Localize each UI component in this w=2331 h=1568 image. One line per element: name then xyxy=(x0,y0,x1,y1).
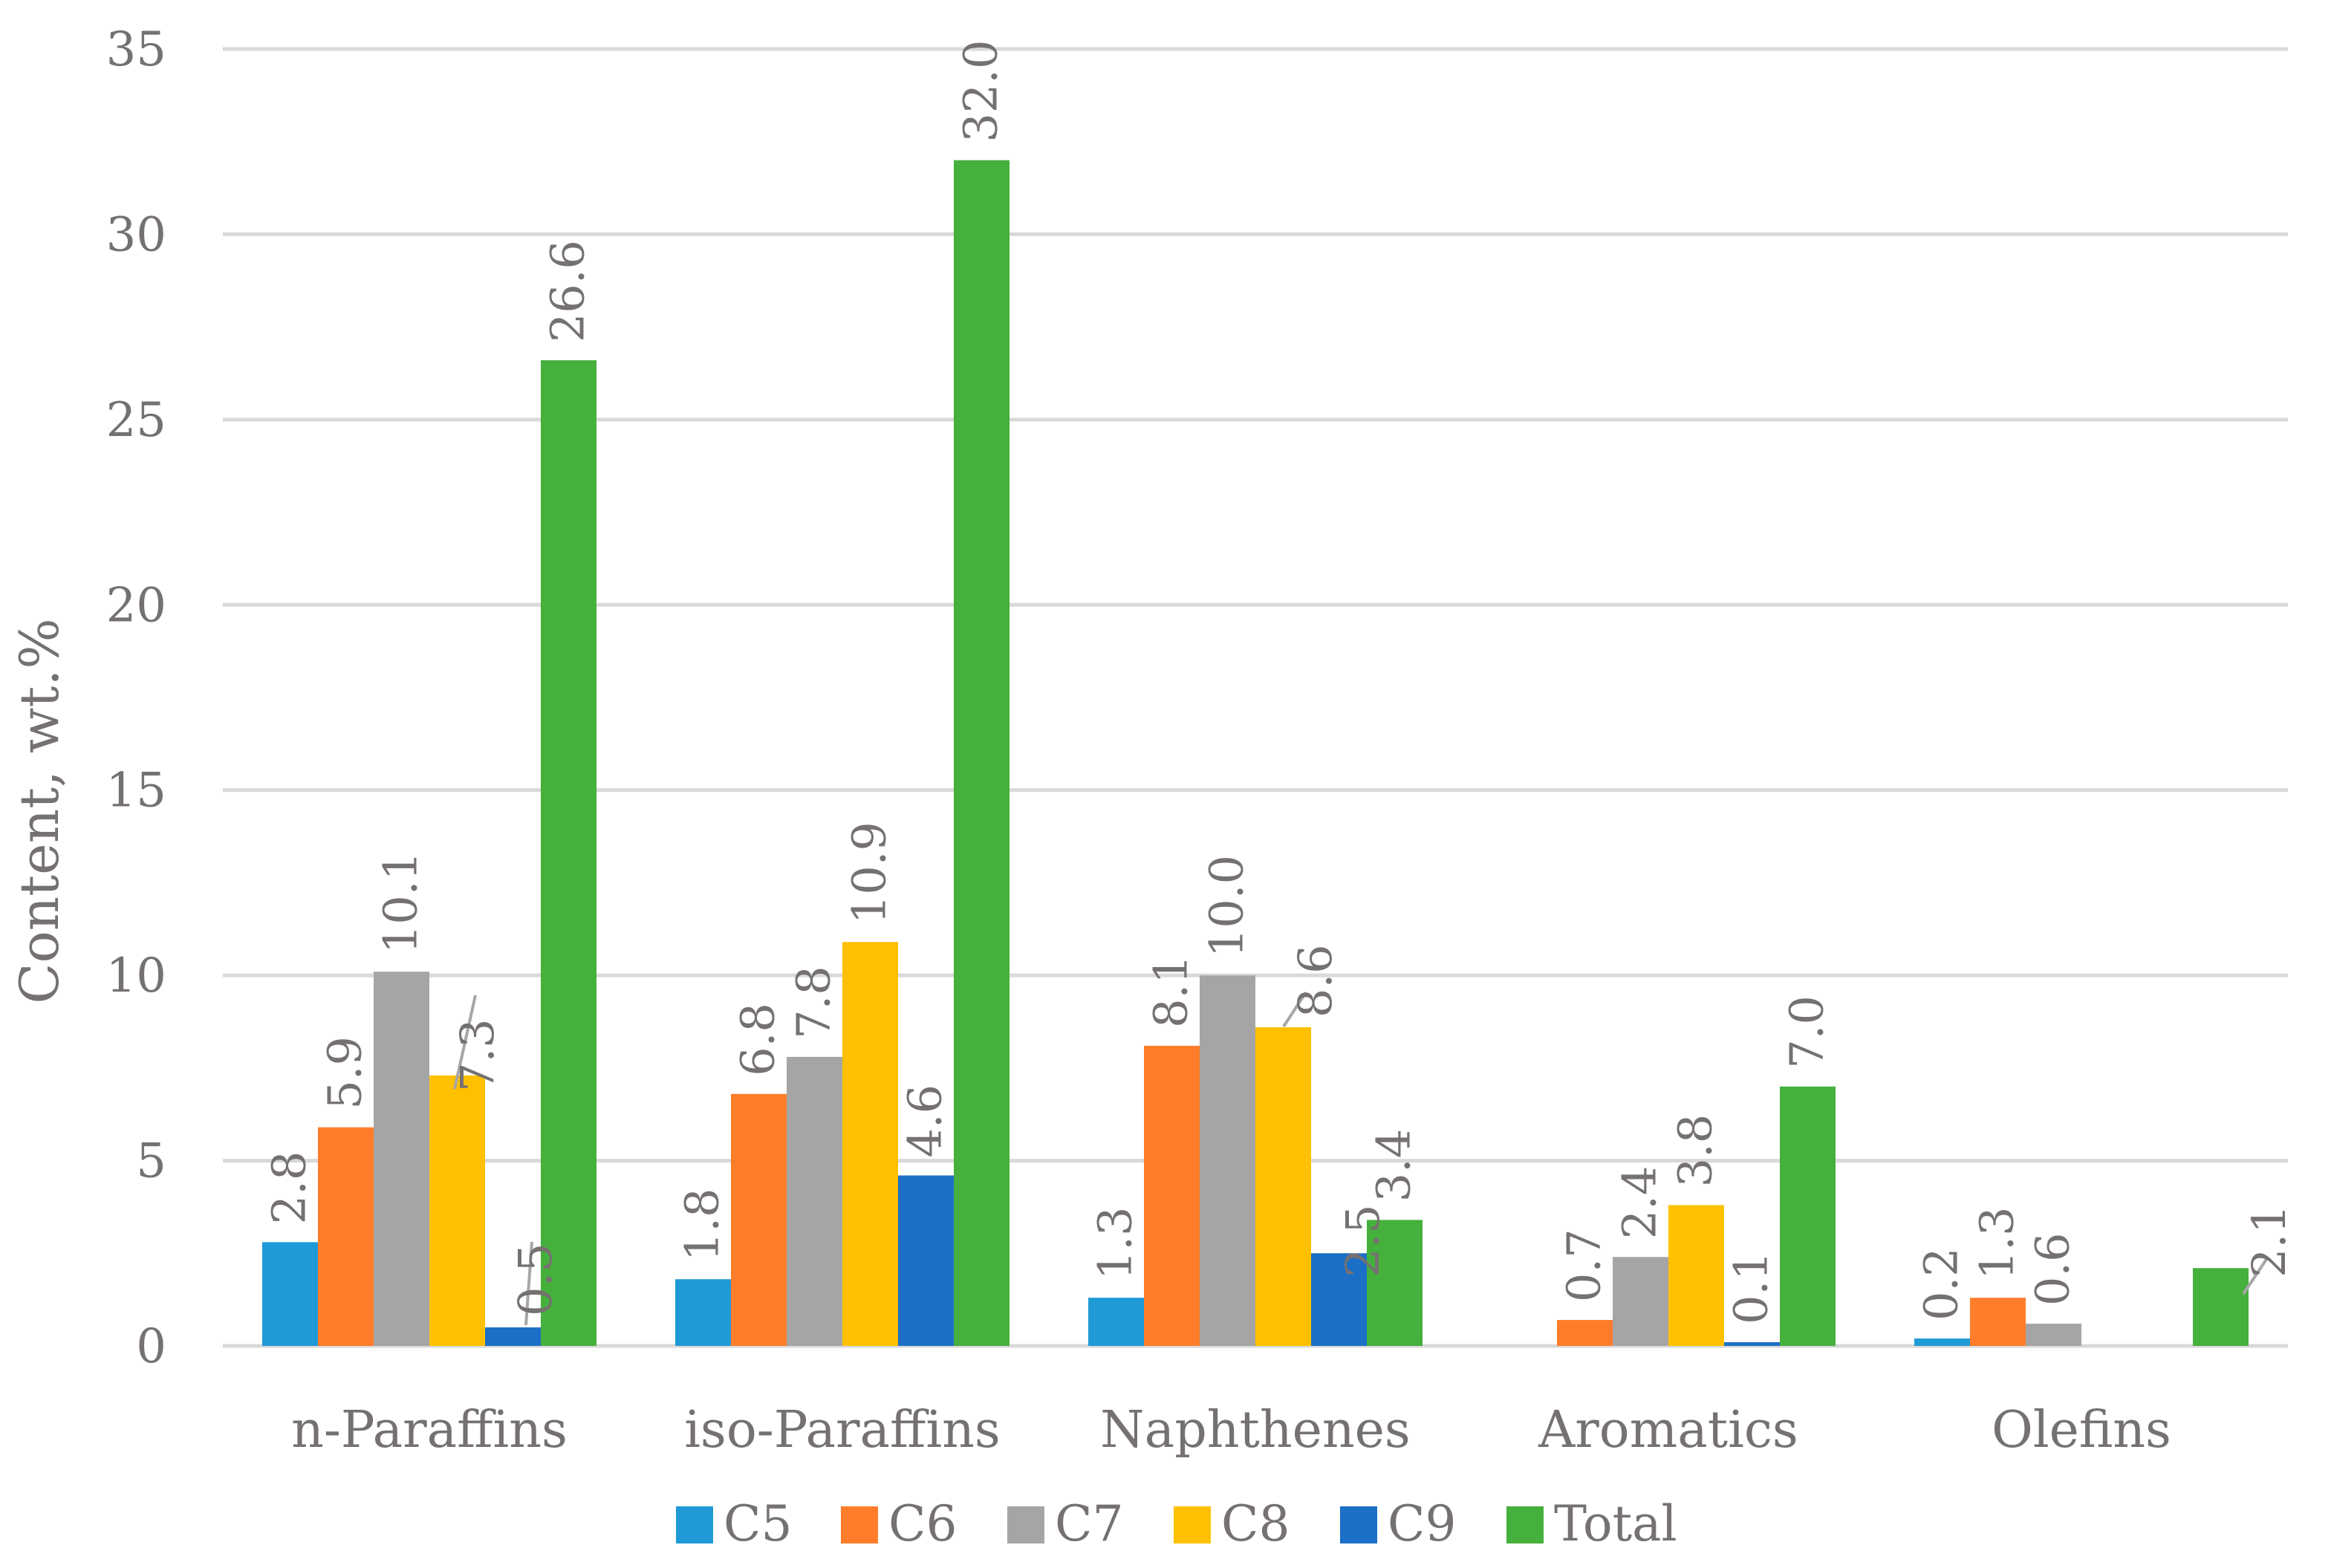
data-label: 10.0 xyxy=(1200,855,1254,957)
data-label: 3.4 xyxy=(1367,1129,1421,1203)
bar-c6-4 xyxy=(1970,1298,2026,1346)
legend-swatch-c6 xyxy=(841,1506,878,1543)
data-label: 5.9 xyxy=(318,1036,372,1110)
bar-total-2 xyxy=(1367,1220,1423,1346)
bar-c7-2 xyxy=(1200,975,1255,1346)
bar-total-3 xyxy=(1780,1086,1836,1346)
data-label: 7.8 xyxy=(787,966,841,1039)
data-label: 0.2 xyxy=(1914,1247,1968,1321)
bar-total-0 xyxy=(541,360,596,1346)
legend-label-c7: C7 xyxy=(1055,1495,1124,1552)
data-label: 8.1 xyxy=(1144,954,1198,1028)
data-label: 4.6 xyxy=(898,1084,952,1158)
data-label: 8.6 xyxy=(1288,944,1342,1018)
bar-c7-0 xyxy=(374,972,429,1346)
bar-c5-1 xyxy=(675,1279,731,1346)
bar-c6-3 xyxy=(1557,1320,1613,1346)
leader-line xyxy=(524,1241,533,1326)
bar-c9-1 xyxy=(898,1175,954,1346)
legend-swatch-c8 xyxy=(1174,1506,1211,1543)
bar-c7-4 xyxy=(2026,1324,2081,1346)
legend-label-c8: C8 xyxy=(1221,1495,1290,1552)
data-label: 1.8 xyxy=(675,1188,729,1262)
bar-c8-2 xyxy=(1255,1027,1311,1346)
bar-c6-1 xyxy=(731,1093,787,1346)
y-tick-label: 35 xyxy=(106,22,166,77)
bar-c6-2 xyxy=(1144,1045,1200,1346)
y-tick-label: 5 xyxy=(136,1134,166,1189)
legend-label-c9: C9 xyxy=(1388,1495,1457,1552)
data-label: 0.7 xyxy=(1557,1229,1611,1302)
bar-c5-4 xyxy=(1914,1338,1970,1346)
data-label: 2.4 xyxy=(1613,1166,1667,1240)
data-label: 6.8 xyxy=(731,1003,785,1076)
bar-c9-3 xyxy=(1724,1342,1780,1346)
bar-total-4 xyxy=(2193,1268,2249,1346)
data-label: 7.3 xyxy=(450,1018,504,1092)
y-tick-label: 30 xyxy=(106,207,166,262)
data-label: 1.3 xyxy=(1970,1207,2024,1281)
bar-c5-2 xyxy=(1088,1298,1144,1346)
data-label: 1.3 xyxy=(1088,1207,1142,1281)
x-tick-label: Naphthenes xyxy=(1100,1401,1411,1460)
y-tick-label: 15 xyxy=(106,764,166,819)
legend-swatch-c9 xyxy=(1340,1506,1377,1543)
x-tick-label: Aromatics xyxy=(1538,1401,1798,1460)
data-labels: 2.85.9 10.1 7.3 0.5 26.6 1.8 6.87.810.9 4.6 32.0… xyxy=(262,40,2297,1324)
legend: C5 C6 C7 C8 C9 Total xyxy=(676,1495,1677,1552)
bars-layer xyxy=(262,160,2249,1347)
bar-c8-0 xyxy=(429,1075,485,1346)
y-axis-title: Content, wt.% xyxy=(8,618,71,1003)
bar-c7-1 xyxy=(787,1056,842,1346)
bar-c8-3 xyxy=(1668,1205,1724,1346)
legend-swatch-c5 xyxy=(676,1506,713,1543)
y-tick-label: 0 xyxy=(136,1319,166,1374)
leader-line xyxy=(2242,1257,2269,1295)
y-tick-label: 10 xyxy=(106,949,166,1003)
x-tick-label: n-Paraffins xyxy=(291,1401,568,1460)
data-label: 2.5 xyxy=(1336,1204,1390,1278)
legend-swatch-total xyxy=(1506,1506,1544,1543)
data-label: 10.1 xyxy=(374,851,428,954)
bar-c7-3 xyxy=(1613,1257,1668,1346)
legend-label-total: Total xyxy=(1554,1495,1677,1552)
y-tick-label: 25 xyxy=(106,393,166,448)
data-label: 3.8 xyxy=(1668,1114,1723,1188)
leader-line xyxy=(453,995,477,1090)
data-label: 2.8 xyxy=(262,1151,316,1225)
data-label: 26.6 xyxy=(541,240,595,342)
data-label: 32.0 xyxy=(954,40,1008,143)
data-label: 2.1 xyxy=(2242,1204,2296,1278)
legend-swatch-c7 xyxy=(1007,1506,1044,1543)
data-label: 10.9 xyxy=(842,822,897,924)
bar-c5-0 xyxy=(262,1242,318,1346)
x-tick-label: iso-Paraffins xyxy=(684,1401,1001,1460)
legend-label-c6: C6 xyxy=(888,1495,958,1552)
legend-label-c5: C5 xyxy=(724,1495,793,1552)
data-label: 0.1 xyxy=(1724,1251,1778,1324)
data-label: 0.5 xyxy=(508,1243,562,1316)
y-tick-label: 20 xyxy=(106,578,166,633)
leader-lines xyxy=(453,991,2269,1326)
bar-total-1 xyxy=(954,160,1010,1347)
x-tick-label: Olefins xyxy=(1992,1401,2171,1460)
leader-line xyxy=(1282,991,1307,1028)
bar-c6-0 xyxy=(318,1127,374,1346)
bar-c8-1 xyxy=(842,942,898,1346)
bar-c9-2 xyxy=(1311,1253,1367,1346)
data-label: 7.0 xyxy=(1780,995,1834,1069)
data-label: 0.6 xyxy=(2026,1232,2080,1306)
axes: Content, wt.% 0 5 10 15 20 25 30 35 n-Paraffins i… xyxy=(8,22,2171,1460)
bar-c9-0 xyxy=(485,1327,541,1346)
